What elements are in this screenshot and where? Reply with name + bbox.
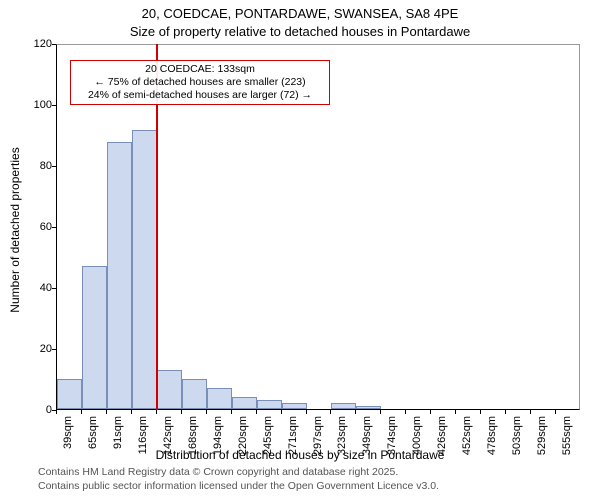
x-tick-label: 116sqm xyxy=(137,416,149,456)
x-tick-label: 271sqm xyxy=(287,416,299,456)
caption-line1: Contains HM Land Registry data © Crown c… xyxy=(38,466,398,478)
histogram-bar xyxy=(82,266,107,409)
histogram-bar xyxy=(157,370,182,409)
x-tick-label: 65sqm xyxy=(87,416,99,456)
annotation-line: 24% of semi-detached houses are larger (… xyxy=(75,89,325,102)
histogram-bar xyxy=(207,388,232,409)
x-tick-mark xyxy=(455,410,456,414)
x-tick-mark xyxy=(480,410,481,414)
x-tick-mark xyxy=(530,410,531,414)
x-tick-mark xyxy=(106,410,107,414)
x-tick-label: 39sqm xyxy=(62,416,74,456)
y-tick-mark xyxy=(52,288,56,289)
x-tick-mark xyxy=(181,410,182,414)
x-tick-label: 194sqm xyxy=(212,416,224,456)
y-tick-label: 40 xyxy=(12,282,52,294)
x-tick-label: 529sqm xyxy=(536,416,548,456)
x-tick-mark xyxy=(430,410,431,414)
x-tick-label: 555sqm xyxy=(561,416,573,456)
y-tick-label: 20 xyxy=(12,343,52,355)
histogram-bar xyxy=(331,403,356,409)
x-tick-mark xyxy=(355,410,356,414)
histogram-bar xyxy=(107,142,132,409)
x-tick-mark xyxy=(206,410,207,414)
x-tick-label: 400sqm xyxy=(411,416,423,456)
y-tick-mark xyxy=(52,349,56,350)
x-tick-label: 349sqm xyxy=(361,416,373,456)
x-tick-label: 142sqm xyxy=(162,416,174,456)
x-tick-label: 91sqm xyxy=(112,416,124,456)
x-tick-mark xyxy=(405,410,406,414)
x-tick-label: 452sqm xyxy=(461,416,473,456)
x-tick-mark xyxy=(281,410,282,414)
histogram-bar xyxy=(282,403,307,409)
histogram-chart: 20, COEDCAE, PONTARDAWE, SWANSEA, SA8 4P… xyxy=(0,0,600,500)
y-tick-mark xyxy=(52,227,56,228)
chart-title-subtitle: Size of property relative to detached ho… xyxy=(0,24,600,39)
x-tick-mark xyxy=(131,410,132,414)
x-tick-mark xyxy=(256,410,257,414)
x-tick-label: 297sqm xyxy=(312,416,324,456)
caption-line2: Contains public sector information licen… xyxy=(38,480,439,492)
annotation-line: 20 COEDCAE: 133sqm xyxy=(75,63,325,76)
annotation-line: ← 75% of detached houses are smaller (22… xyxy=(75,76,325,89)
x-tick-label: 426sqm xyxy=(436,416,448,456)
histogram-bar xyxy=(356,406,381,409)
x-tick-mark xyxy=(306,410,307,414)
annotation-box: 20 COEDCAE: 133sqm← 75% of detached hous… xyxy=(70,60,330,105)
histogram-bar xyxy=(232,397,257,409)
y-tick-label: 100 xyxy=(12,99,52,111)
x-tick-label: 220sqm xyxy=(237,416,249,456)
x-tick-mark xyxy=(156,410,157,414)
x-tick-label: 323sqm xyxy=(336,416,348,456)
y-tick-mark xyxy=(52,166,56,167)
y-tick-label: 120 xyxy=(12,38,52,50)
x-tick-mark xyxy=(231,410,232,414)
x-tick-mark xyxy=(330,410,331,414)
histogram-bar xyxy=(57,379,82,409)
x-tick-label: 478sqm xyxy=(486,416,498,456)
x-tick-mark xyxy=(555,410,556,414)
y-tick-label: 60 xyxy=(12,221,52,233)
x-tick-mark xyxy=(380,410,381,414)
y-tick-label: 80 xyxy=(12,160,52,172)
y-tick-label: 0 xyxy=(12,404,52,416)
x-tick-label: 245sqm xyxy=(262,416,274,456)
x-tick-mark xyxy=(505,410,506,414)
x-tick-label: 168sqm xyxy=(187,416,199,456)
histogram-bar xyxy=(257,400,282,409)
histogram-bar xyxy=(132,130,157,409)
histogram-bar xyxy=(182,379,207,409)
chart-title-address: 20, COEDCAE, PONTARDAWE, SWANSEA, SA8 4P… xyxy=(0,6,600,21)
y-tick-mark xyxy=(52,44,56,45)
x-tick-mark xyxy=(81,410,82,414)
y-tick-mark xyxy=(52,105,56,106)
x-tick-label: 374sqm xyxy=(386,416,398,456)
x-tick-label: 503sqm xyxy=(511,416,523,456)
x-tick-mark xyxy=(56,410,57,414)
